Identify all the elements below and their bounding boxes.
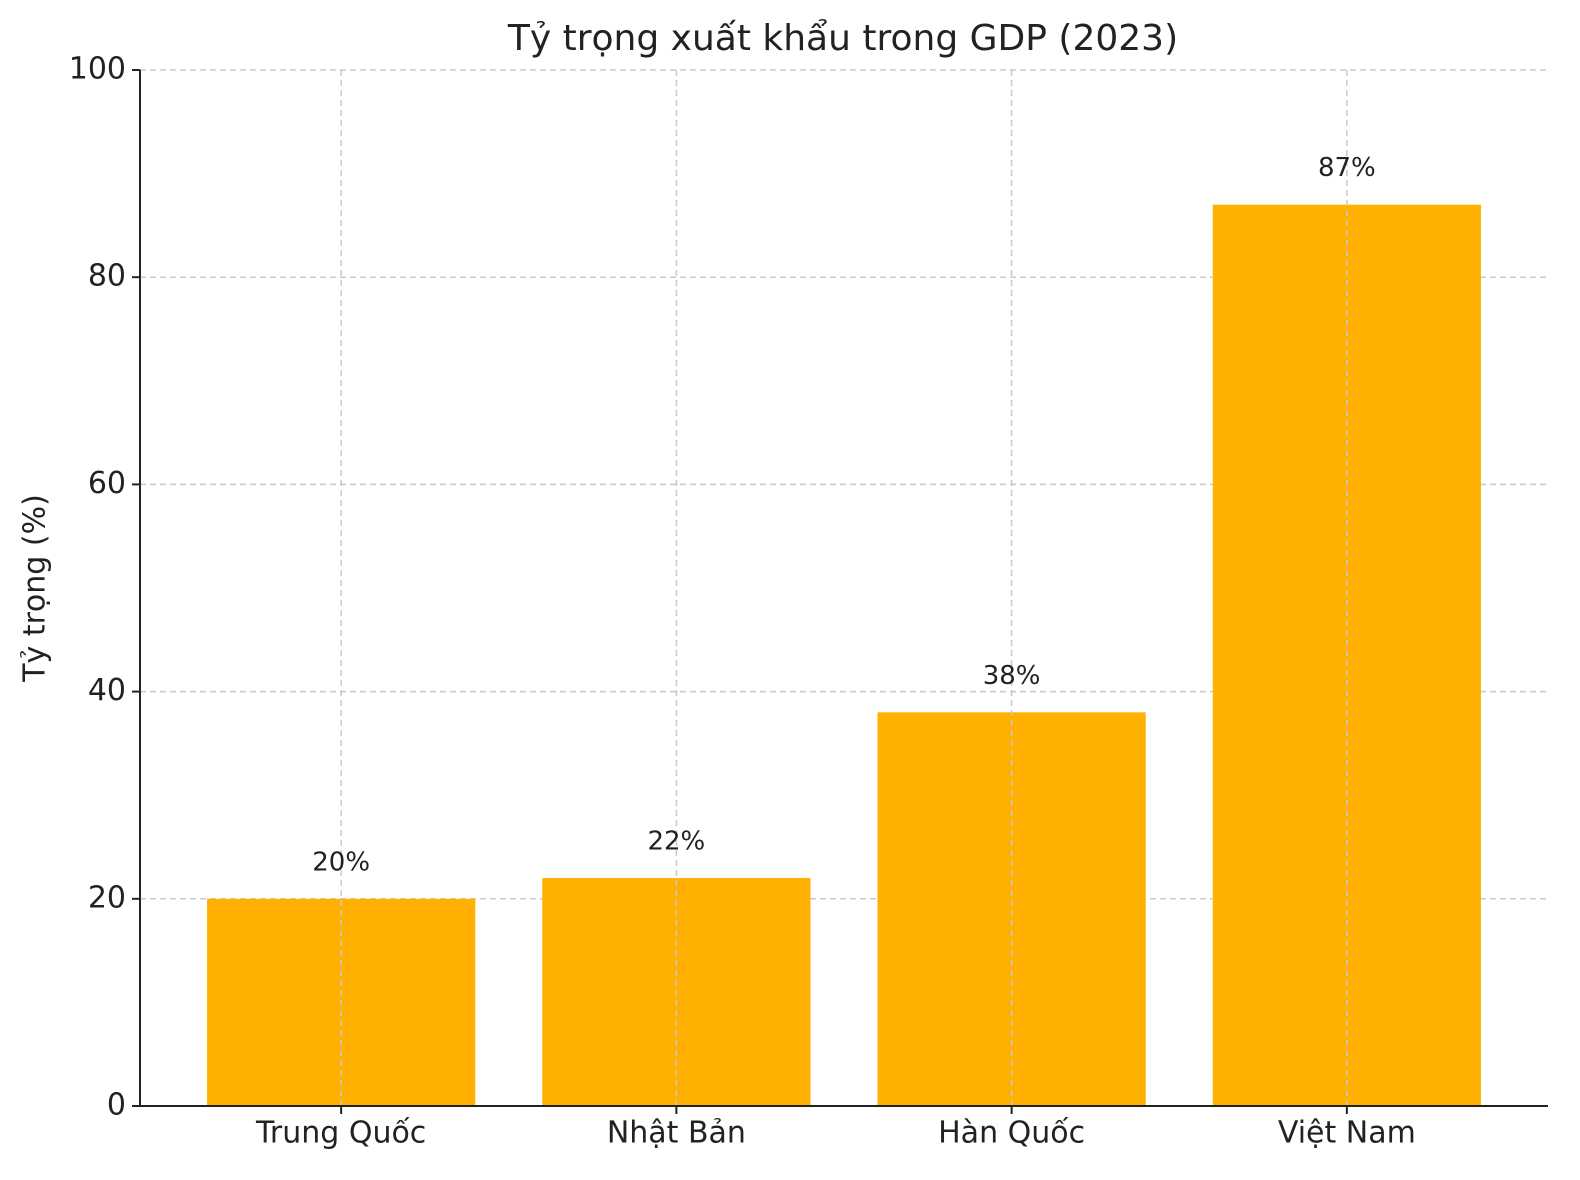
- y-axis-label: Tỷ trọng (%): [18, 494, 53, 683]
- chart-title: Tỷ trọng xuất khẩu trong GDP (2023): [507, 18, 1178, 59]
- x-tick-label: Trung Quốc: [255, 1116, 426, 1151]
- value-label: 87%: [1318, 153, 1376, 183]
- y-tick-label: 0: [107, 1088, 126, 1123]
- y-tick-label: 100: [69, 52, 126, 87]
- x-tick-label: Việt Nam: [1278, 1116, 1416, 1151]
- value-label: 38%: [983, 661, 1041, 691]
- y-tick-label: 60: [88, 466, 126, 501]
- x-tick-label: Nhật Bản: [607, 1116, 746, 1151]
- y-tick-label: 20: [88, 880, 126, 915]
- value-label: 22%: [647, 827, 705, 857]
- x-tick-label: Hàn Quốc: [938, 1116, 1085, 1151]
- y-tick-label: 80: [88, 259, 126, 294]
- value-label: 20%: [312, 847, 370, 877]
- y-tick-label: 40: [88, 673, 126, 708]
